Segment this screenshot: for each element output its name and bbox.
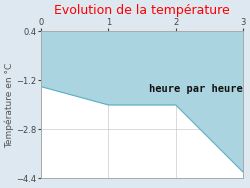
Text: heure par heure: heure par heure	[149, 83, 243, 93]
Y-axis label: Température en °C: Température en °C	[4, 62, 14, 148]
Title: Evolution de la température: Evolution de la température	[54, 4, 230, 17]
